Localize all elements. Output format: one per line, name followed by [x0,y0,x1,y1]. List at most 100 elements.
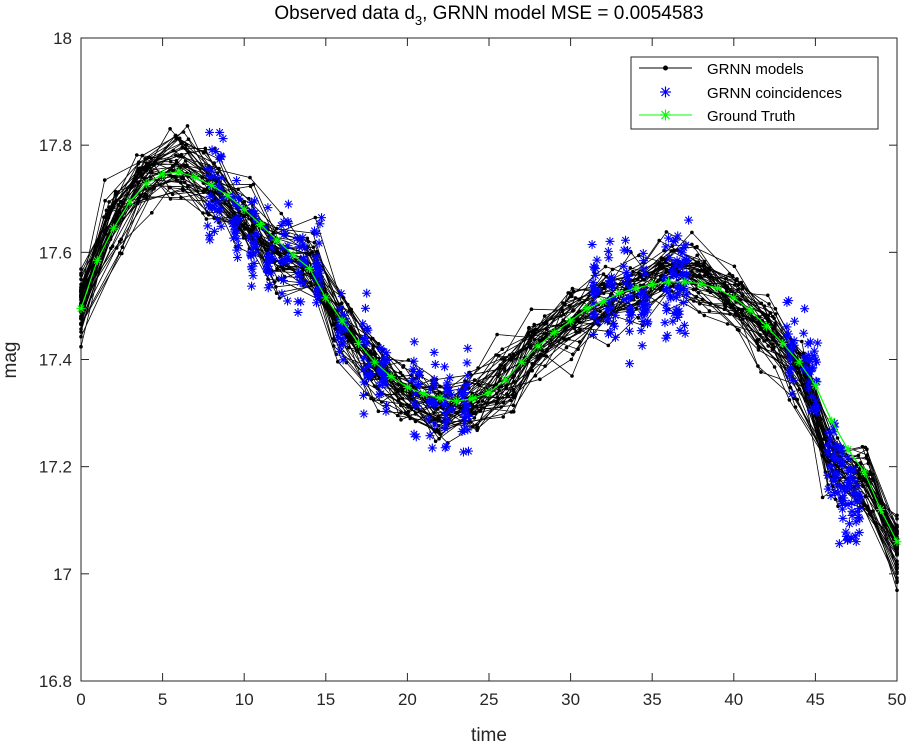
grnn-coincidence-marker [283,296,293,306]
grnn-coincidence-marker [293,297,303,307]
grnn-model-point [527,325,531,330]
grnn-model-point [113,189,118,194]
ground-truth-marker [304,263,314,273]
grnn-coincidence-marker [642,293,652,303]
ground-truth-marker [141,179,151,189]
grnn-coincidence-marker [441,441,451,451]
grnn-coincidence-marker [807,391,817,401]
grnn-coincidence-marker [425,431,435,441]
grnn-model-point [435,406,440,411]
grnn-model-point [856,453,861,458]
grnn-coincidence-marker [442,415,452,425]
grnn-coincidence-marker [211,147,221,157]
grnn-model-line [80,146,898,547]
grnn-model-point [770,314,775,319]
grnn-model-point [401,365,405,369]
grnn-model-point [150,211,154,215]
grnn-model-point [895,547,899,551]
grnn-model-point [788,385,793,390]
grnn-coincidence-marker [336,289,346,299]
grnn-model-point [732,283,737,287]
grnn-model-point [201,211,205,215]
grnn-coincidence-marker [430,420,440,430]
legend-coincidences-label: GRNN coincidences [707,85,842,102]
grnn-coincidence-marker [204,200,214,210]
grnn-coincidence-marker [800,304,810,314]
grnn-coincidence-marker [589,262,599,272]
grnn-model-point [371,398,376,402]
grnn-model-point [376,342,381,346]
grnn-model-point [657,238,661,243]
grnn-model-point [144,161,149,165]
grnn-model-point [574,329,578,334]
grnn-model-point [739,311,744,315]
grnn-coincidence-marker [374,390,384,400]
grnn-model-point [695,253,699,258]
grnn-model-point [186,137,191,141]
grnn-coincidence-marker [463,343,473,353]
grnn-coincidence-marker [787,389,797,399]
grnn-model-point [832,462,837,466]
grnn-model-point [135,201,140,206]
grnn-model-point [79,344,83,349]
grnn-model-point [895,588,899,593]
grnn-model-point [170,192,175,197]
grnn-model-point [577,340,582,344]
grnn-coincidence-marker [855,494,865,504]
grnn-coincidence-marker [661,285,671,295]
grnn-coincidence-marker [232,234,242,244]
grnn-coincidence-marker [212,215,222,225]
grnn-model-point [772,365,777,369]
grnn-model-point [79,316,83,321]
ground-truth-marker [712,283,722,293]
ground-truth-marker [745,305,755,315]
grnn-model-point [204,217,209,221]
grnn-coincidence-marker [790,316,800,326]
x-tick-label: 0 [76,690,85,709]
ground-truth-marker [207,180,217,190]
grnn-model-point [707,309,712,313]
x-tick-label: 10 [235,690,254,709]
grnn-model-point [174,153,178,158]
grnn-model-point [274,226,279,231]
legend-coincidences-marker [660,86,671,98]
y-tick-label: 17.2 [39,458,72,477]
grnn-coincidence-marker [606,327,616,337]
grnn-coincidence-marker [233,241,243,251]
grnn-model-point [530,334,535,339]
grnn-model-point [773,307,778,311]
grnn-model-point [702,313,707,318]
grnn-model-point [895,580,899,584]
grnn-coincidence-marker [679,284,689,294]
grnn-model-point [695,244,699,249]
grnn-model-point [820,495,825,500]
grnn-coincidence-marker [462,358,472,368]
grnn-model-point [203,146,208,151]
grnn-model-point [469,407,474,412]
grnn-model-point [502,366,507,371]
ground-truth-marker [239,204,249,214]
grnn-coincidence-marker [609,318,619,328]
grnn-coincidence-marker [843,453,853,463]
grnn-coincidence-marker [852,481,862,491]
grnn-model-point [115,210,120,214]
grnn-model-point [408,416,413,421]
grnn-model-point [504,383,508,388]
grnn-coincidence-marker [588,329,598,339]
grnn-model-point [168,127,172,131]
grnn-model-point [664,260,668,265]
grnn-coincidence-marker [278,243,288,253]
grnn-coincidence-marker [445,405,455,415]
ground-truth-marker [859,467,869,477]
grnn-coincidence-marker [313,292,323,302]
grnn-coincidence-marker [637,341,647,351]
grnn-coincidence-marker [805,337,815,347]
grnn-coincidence-marker [785,365,795,375]
grnn-model-point [836,504,840,509]
ground-truth-marker [321,293,331,303]
grnn-model-point [636,302,640,306]
x-tick-label: 30 [561,690,580,709]
grnn-model-point [472,378,477,382]
grnn-coincidence-marker [668,266,678,276]
